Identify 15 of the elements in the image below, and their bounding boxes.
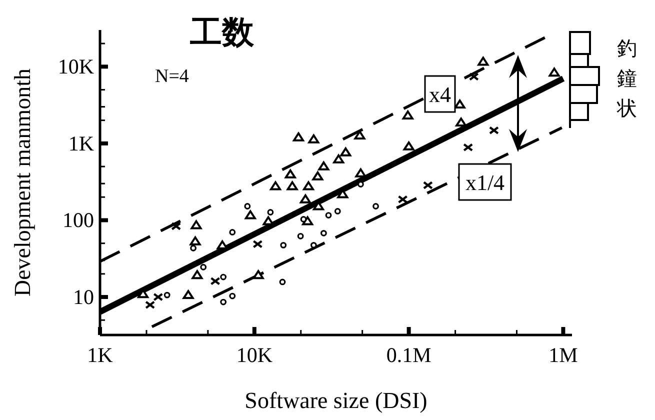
- x-tick-label: 10K: [236, 343, 272, 367]
- y-tick-label: 10: [73, 285, 94, 309]
- x-tick-label: 1K: [87, 343, 113, 367]
- y-tick-label: 10K: [58, 54, 94, 79]
- annotation: x1/4: [465, 170, 505, 195]
- annotation: N=4: [155, 66, 190, 87]
- y-axis-title: Development manmonth: [10, 68, 35, 297]
- x-tick-label: 0.1M: [386, 343, 432, 367]
- text: 釣鐘状: [616, 36, 637, 120]
- y-tick-label: 1K: [68, 131, 94, 156]
- x-tick-label: 1M: [548, 343, 578, 367]
- annotation: x4: [429, 82, 451, 107]
- y-tick-label: 100: [62, 208, 94, 232]
- chart-title: 工数: [189, 13, 255, 51]
- x-axis-title: Software size (DSI): [244, 388, 428, 413]
